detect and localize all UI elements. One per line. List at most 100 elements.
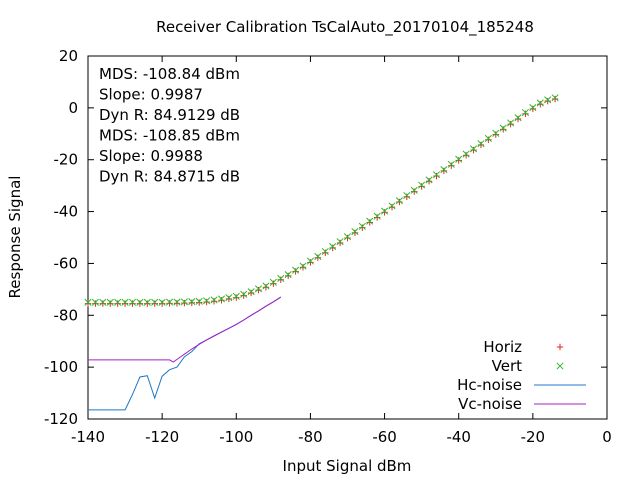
x-tick-label: 0: [602, 428, 612, 446]
data-point: [195, 297, 203, 305]
data-point: [129, 300, 136, 307]
data-point: [358, 222, 366, 230]
data-point: [99, 300, 107, 307]
annotation-text: Dyn R: 84.9129 dB: [99, 106, 240, 124]
data-point: [343, 233, 352, 241]
data-point-stroke: [381, 207, 389, 215]
data-point: [381, 209, 388, 216]
data-point: [233, 294, 240, 301]
data-point: [388, 203, 396, 211]
legend-label: Horiz: [483, 338, 522, 356]
data-point: [269, 278, 277, 286]
data-point: [225, 294, 233, 302]
data-point: [425, 178, 433, 185]
data-point: [255, 286, 262, 294]
data-point-stroke: [99, 298, 107, 306]
y-axis: -120 -100 -80 -60 -40 -20 0 20: [44, 47, 607, 428]
data-point: [247, 288, 255, 296]
data-point: [500, 126, 507, 133]
data-point-stroke: [292, 266, 300, 274]
chart-title: Receiver Calibration TsCalAuto_20170104_…: [156, 18, 534, 37]
data-point-stroke: [462, 150, 470, 158]
data-point: [462, 152, 470, 159]
data-point: [218, 297, 225, 304]
data-point-stroke: [247, 288, 255, 296]
data-point-stroke: [277, 274, 285, 283]
data-point-stroke: [343, 233, 352, 241]
annotation-text: Dyn R: 84.8715 dB: [99, 168, 240, 186]
data-point: [307, 259, 314, 266]
data-point-stroke: [418, 181, 426, 189]
data-point-stroke: [232, 292, 240, 300]
data-point: [411, 188, 418, 195]
data-point: [217, 295, 226, 303]
data-point: [277, 274, 285, 283]
data-point: [84, 300, 92, 307]
data-point: [136, 300, 144, 307]
data-point: [158, 298, 166, 306]
data-point: [254, 285, 263, 293]
data-point: [114, 298, 122, 306]
series-vert: [84, 94, 559, 306]
data-point: [299, 262, 307, 270]
data-point-stroke: [529, 104, 537, 112]
data-point-stroke: [314, 252, 322, 260]
x-tick-label: -140: [71, 428, 105, 446]
data-point: [492, 129, 500, 137]
data-point-stroke: [180, 298, 188, 306]
y-tick-label: -80: [54, 306, 79, 324]
data-point: [529, 105, 537, 113]
data-point: [210, 298, 218, 305]
data-point: [144, 300, 151, 307]
data-point: [84, 298, 92, 306]
data-point: [247, 289, 255, 297]
data-point: [292, 268, 299, 275]
data-point: [114, 300, 121, 307]
data-point-stroke: [217, 295, 226, 303]
legend-item-horiz: Horiz: [483, 338, 564, 356]
data-point: [499, 124, 507, 132]
data-point-stroke: [299, 262, 307, 270]
data-point-stroke: [114, 298, 122, 306]
legend-swatch: [556, 362, 564, 370]
data-point: [529, 104, 537, 112]
data-point: [521, 108, 529, 117]
data-point: [470, 146, 477, 154]
data-point: [299, 264, 307, 271]
data-point-stroke: [477, 140, 485, 148]
data-point-stroke: [203, 297, 211, 305]
y-tick-label: -60: [54, 254, 79, 272]
data-point-stroke: [240, 290, 248, 298]
data-point: [544, 96, 552, 104]
series-horiz: [84, 95, 559, 307]
data-point-stroke: [521, 108, 529, 117]
x-tick-label: -60: [372, 428, 397, 446]
data-point: [321, 247, 329, 256]
legend-item-vc-noise: Vc-noise: [458, 395, 586, 413]
data-point: [143, 298, 151, 306]
data-point: [284, 272, 292, 280]
data-point-stroke: [91, 298, 99, 306]
data-point-stroke: [544, 96, 552, 104]
data-point: [388, 202, 396, 210]
annotation-text: MDS: -108.85 dBm: [99, 127, 240, 145]
data-point: [121, 298, 129, 306]
data-point-stroke: [254, 285, 263, 293]
data-point: [336, 239, 344, 247]
data-point: [314, 252, 322, 260]
data-point-stroke: [284, 271, 292, 279]
data-point: [210, 296, 218, 304]
data-point: [166, 300, 173, 307]
data-point-stroke: [507, 119, 515, 127]
data-point-stroke: [166, 298, 174, 306]
data-point: [536, 99, 544, 107]
annotation-text: Slope: 0.9987: [99, 86, 203, 104]
data-point: [485, 136, 492, 143]
data-point: [262, 282, 270, 290]
data-point: [366, 219, 373, 226]
legend-label: Hc-noise: [457, 376, 522, 394]
data-point-stroke: [195, 297, 203, 305]
data-point: [277, 276, 284, 283]
data-point: [551, 94, 559, 102]
